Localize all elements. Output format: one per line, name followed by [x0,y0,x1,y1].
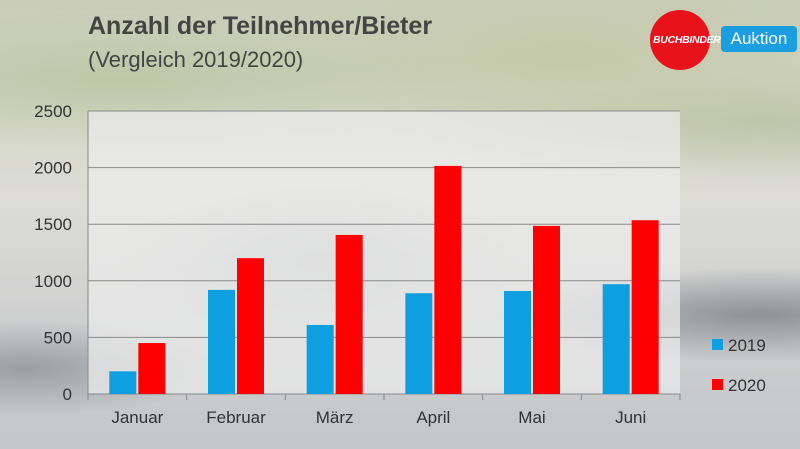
y-tick-label: 500 [44,328,72,347]
y-tick-label: 0 [63,385,72,404]
bar-2020-Februar [237,258,264,394]
logo-brand: BUCHBINDER [653,34,721,46]
x-tick-label: Februar [206,408,266,427]
bar-2020-Mai [533,225,560,394]
bar-2020-März [335,234,363,394]
y-tick-label: 2500 [34,102,72,121]
y-tick-label: 1000 [34,272,72,291]
legend-label: 2019 [728,336,766,355]
bar-2020-April [434,165,462,394]
bar-2019-Mai [504,290,531,394]
plot-area [88,111,680,394]
legend-label: 2020 [728,376,766,395]
buchbinder-logo: BUCHBINDER Auktion [650,10,797,70]
x-tick-label: Mai [518,408,545,427]
bar-2020-Juni [631,220,659,394]
x-tick-label: Januar [111,408,163,427]
legend-swatch-2019 [712,339,723,350]
chart-subtitle: (Vergleich 2019/2020) [88,47,304,72]
x-tick-label: April [416,408,450,427]
logo-circle: BUCHBINDER [650,10,721,70]
legend-swatch-2020 [712,379,723,390]
bar-2019-März [306,324,334,394]
bar-2019-Januar [109,371,137,394]
y-tick-label: 1500 [34,215,72,234]
bar-2020-Januar [138,343,166,394]
bar-2019-April [405,293,433,394]
bar-2019-Februar [208,289,235,394]
logo-auktion-badge: Auktion [721,26,797,52]
chart-title: Anzahl der Teilnehmer/Bieter [88,12,433,40]
x-tick-label: Juni [615,408,646,427]
y-tick-label: 2000 [34,159,72,178]
x-tick-label: März [316,408,354,427]
bar-2019-Juni [602,284,630,394]
